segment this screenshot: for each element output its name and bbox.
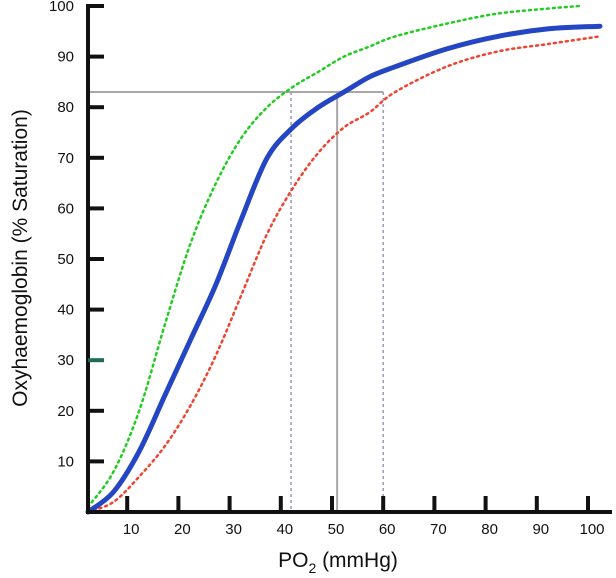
y-tick-label-60: 60	[57, 200, 74, 217]
y-tick-label-70: 70	[57, 150, 74, 167]
ticks-layer: 10 20 30 40 50 60 70 80 90 100 10 20 30 40 50 60 70 80 90 1…	[49, 0, 605, 538]
x-tick-label-30: 30	[225, 521, 242, 538]
x-tick-label-20: 20	[174, 521, 191, 538]
curves-layer	[85, 4, 603, 515]
x-tick-label-60: 60	[379, 521, 396, 538]
x-tick-label-50: 50	[328, 521, 345, 538]
y-tick-label-50: 50	[57, 251, 74, 268]
x-tick-label-70: 70	[430, 521, 447, 538]
curve-normal	[85, 23, 603, 515]
y-tick-label-10: 10	[57, 453, 74, 470]
y-tick-label-40: 40	[57, 302, 74, 319]
curve-left-shifted	[86, 4, 581, 509]
y-tick-label-30: 30	[57, 352, 74, 369]
x-tick-label-10: 10	[123, 521, 140, 538]
reference-lines-layer	[88, 91, 384, 512]
axes-layer	[86, 4, 612, 514]
y-tick-label-20: 20	[57, 403, 74, 420]
y-axis-title: Oxyhaemoglobin (% Saturation)	[9, 109, 32, 407]
x-axis-title-main: PO	[278, 549, 308, 572]
y-tick-label-80: 80	[57, 99, 74, 116]
x-tick-label-100: 100	[579, 521, 604, 538]
y-tick-label-90: 90	[57, 49, 74, 66]
x-tick-label-40: 40	[276, 521, 293, 538]
x-tick-label-80: 80	[481, 521, 498, 538]
x-tick-label-90: 90	[532, 521, 549, 538]
y-tick-label-100: 100	[49, 0, 74, 15]
x-axis-title-unit: (mmHg)	[316, 549, 398, 572]
curve-right-shifted	[86, 35, 602, 514]
x-axis-title: PO2 (mmHg)	[278, 549, 398, 576]
x-axis-title-subscript: 2	[308, 560, 316, 576]
